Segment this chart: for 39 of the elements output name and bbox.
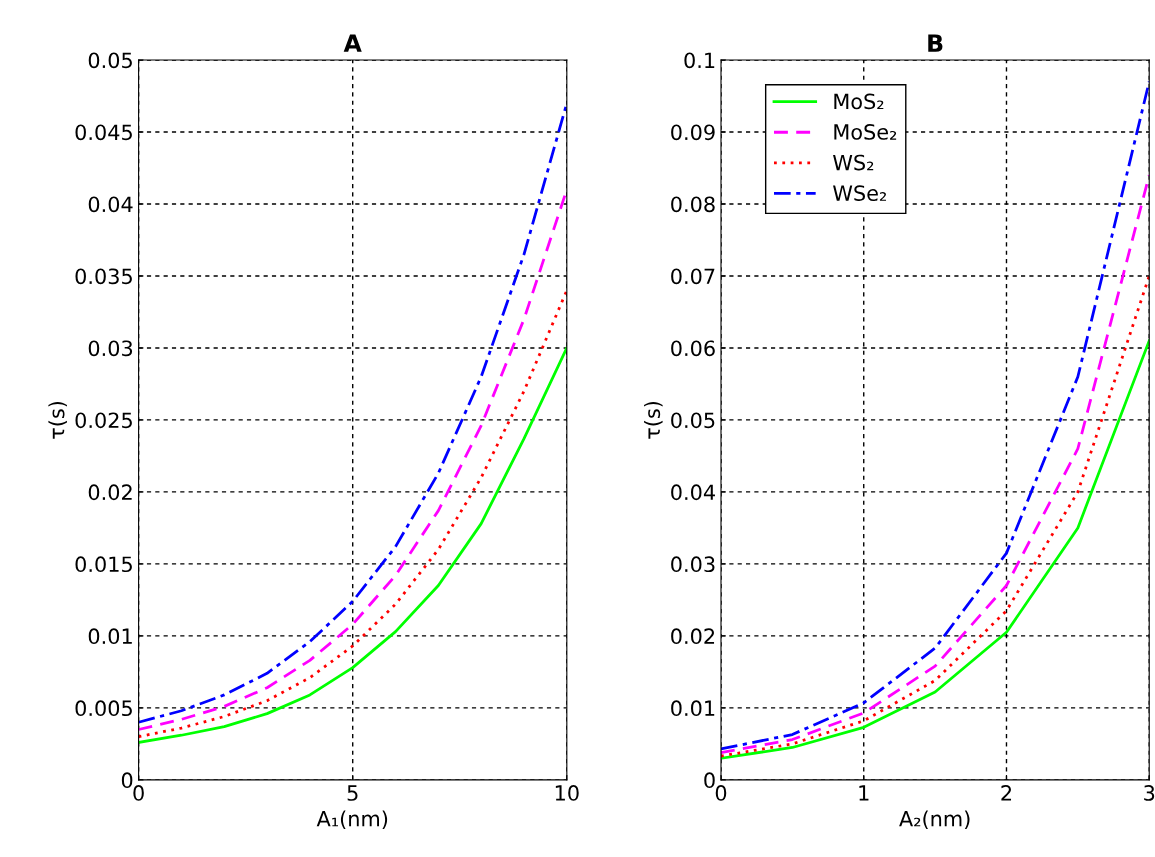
legend-label: WSe₂ (833, 185, 887, 201)
y-tick-label: 0.05 (671, 412, 715, 429)
legend-label: WS₂ (833, 154, 874, 171)
y-tick-label: 0.035 (75, 268, 132, 285)
y-tick-label: 0 (704, 772, 715, 789)
x-tick-label: 0 (715, 785, 727, 801)
y-tick-label: 0.025 (75, 412, 132, 429)
y-tick-label: 0.02 (88, 484, 132, 501)
x-tick-label: 3 (1144, 785, 1155, 801)
y-tick-label: 0.04 (88, 196, 133, 213)
y-tick-label: 0.045 (75, 124, 132, 141)
x-tick-label: 0 (133, 785, 144, 801)
y-tick-label: 0.04 (671, 484, 715, 501)
y-tick-label: 0.03 (671, 556, 715, 573)
y-tick-label: 0.09 (671, 124, 715, 141)
chart-title: A (343, 34, 362, 52)
y-tick-label: 0.1 (684, 52, 715, 69)
y-tick-label: 0.01 (671, 700, 715, 717)
y-tick-label: 0.015 (75, 556, 132, 573)
y-tick-label: 0.005 (75, 700, 132, 717)
legend-label: MoS₂ (834, 93, 884, 110)
y-tick-label: 0.01 (88, 628, 132, 645)
y-axis-title: τ(s) (644, 401, 663, 439)
y-tick-label: 0.03 (88, 340, 133, 357)
chart-title: B (928, 34, 943, 52)
x-tick-label: 1 (859, 785, 869, 801)
y-axis-title: τ(s) (48, 401, 67, 439)
x-tick-label: 2 (1001, 785, 1012, 801)
y-tick-label: 0.02 (671, 628, 715, 645)
y-tick-label: 0.05 (88, 52, 132, 69)
x-tick-label: 5 (347, 785, 358, 801)
y-tick-label: 0.08 (671, 196, 715, 213)
x-tick-label: 10 (555, 785, 579, 801)
y-tick-label: 0.06 (671, 340, 715, 357)
y-tick-label: 0.07 (671, 268, 715, 285)
x-axis-title: A₁(nm) (316, 810, 388, 830)
legend-label: MoSe₂ (834, 124, 897, 140)
x-axis-title: A₂(nm) (899, 810, 970, 830)
y-tick-label: 0 (121, 772, 133, 789)
